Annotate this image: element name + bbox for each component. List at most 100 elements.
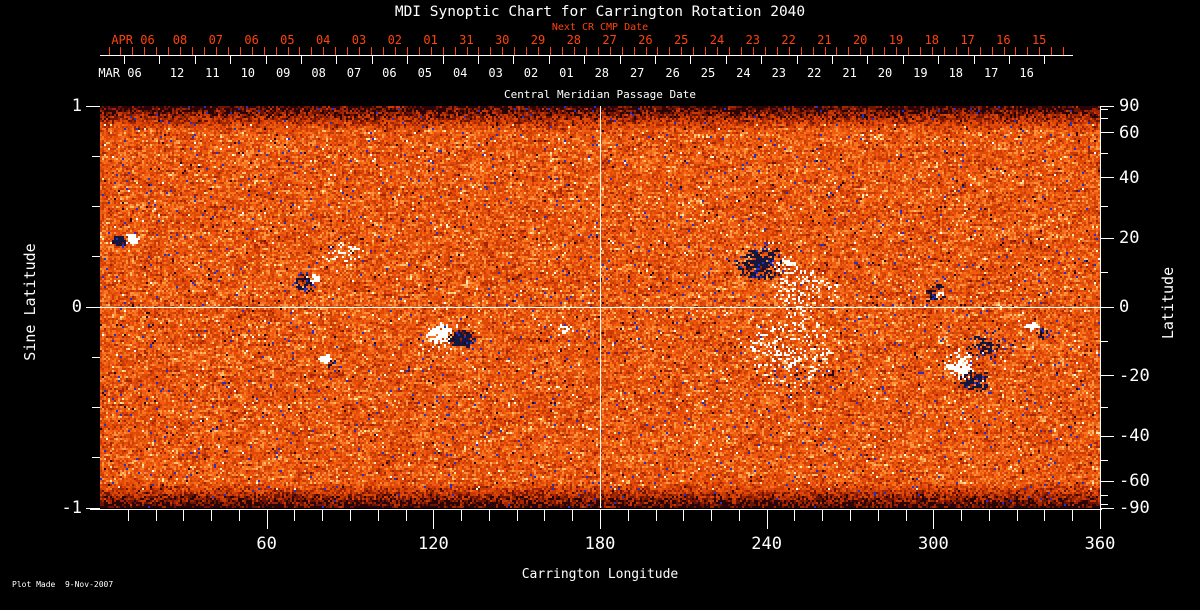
y-right-major-tick [1100,177,1114,179]
cmp-tick [584,56,586,64]
y-right-tick-label: -60 [1119,471,1150,492]
next-cr-tick [920,47,921,55]
y-left-tick-label: -1 [61,498,82,518]
next-cr-day-label: 04 [315,33,331,47]
x-minor-tick [544,510,546,521]
y-right-tick-label: 0 [1119,297,1130,317]
y-right-minor-tick [1100,117,1108,119]
cmp-day-label: 03 [488,66,503,80]
cmp-day-label: 07 [346,66,362,80]
x-minor-tick [322,510,324,521]
cmp-day-label: 26 [665,66,680,80]
next-cr-tick [359,47,361,55]
cmp-tick [477,56,479,64]
cmp-tick [194,56,196,64]
x-minor-tick [794,510,796,521]
next-cr-tick [204,47,205,55]
x-minor-tick [877,510,879,521]
cmp-tick [407,56,409,64]
y-right-minor-tick [1100,495,1108,497]
x-tick-label: 240 [751,534,783,554]
cmp-day-label: 25 [700,66,716,80]
equator-line [100,306,1100,308]
next-cr-tick [466,47,468,55]
x-minor-tick [905,510,907,521]
x-tick-label: 180 [584,534,616,554]
next-cr-tick [908,47,909,55]
y-right-tick-label: 20 [1119,228,1140,249]
x-major-tick [266,510,268,529]
x-major-tick [933,510,935,529]
y-left-minor-tick [92,206,100,207]
next-cr-month-label: APR 06 [111,33,155,47]
next-cr-tick [717,47,719,55]
next-cr-day-label: 17 [960,33,975,47]
next-cr-tick [1003,47,1005,55]
next-cr-tick [633,47,635,55]
next-cr-tick [1027,47,1029,55]
next-cr-tick [371,47,372,55]
next-cr-tick [812,47,814,55]
cmp-axis-title: Central Meridian Passage Date [503,88,697,101]
y-right-major-tick [1100,435,1114,437]
cmp-tick [973,56,975,64]
next-cr-tick [860,47,862,55]
next-cr-tick [383,47,384,55]
x-tick-label: 60 [256,534,277,554]
cmp-tick [513,56,515,64]
cmp-day-label: 09 [275,66,291,80]
next-cr-tick [824,47,826,55]
next-cr-tick [168,47,170,55]
next-cr-tick [573,47,575,55]
y-left-major-tick [86,105,100,107]
next-cr-tick [502,47,504,55]
next-cr-tick [896,47,898,55]
next-cr-day-label: 31 [459,33,474,47]
next-cr-tick [931,47,933,55]
y-left-minor-tick [92,457,100,459]
cmp-tick [902,56,904,64]
y-left-major-tick [86,507,100,509]
cmp-tick [336,56,338,64]
next-cr-day-label: 06 [244,33,259,47]
cmp-day-label: 08 [311,66,326,80]
x-minor-tick [516,510,518,521]
cmp-tick [1044,56,1046,64]
next-cr-tick [979,47,981,55]
x-minor-tick [350,510,351,521]
x-tick-label: 120 [417,534,449,554]
next-cr-day-label: 26 [638,33,653,47]
next-cr-tick [967,47,969,55]
cmp-tick [796,56,798,64]
x-minor-tick [655,510,657,521]
y-right-major-tick [1100,507,1114,509]
next-cr-tick [669,47,671,55]
cmp-tick [1008,56,1010,64]
x-minor-tick [822,510,824,521]
next-cr-day-label: 08 [172,33,188,47]
next-cr-day-label: 02 [387,33,403,47]
y-right-major-tick [1100,375,1114,377]
chart-title: MDI Synoptic Chart for Carrington Rotati… [394,4,806,20]
y-right-major-tick [1100,105,1114,107]
y-left-minor-tick [92,256,100,258]
next-cr-tick [955,47,957,55]
next-cr-day-label: 28 [566,33,582,47]
next-cr-tick [394,47,396,55]
x-major-tick [433,510,435,529]
next-cr-tick [538,47,540,55]
cmp-tick [867,56,869,64]
next-cr-tick [227,47,229,55]
next-cr-tick [1051,47,1053,55]
cmp-day-label: 23 [771,66,787,80]
next-cr-tick [251,47,253,55]
next-cr-tick [430,47,432,55]
y-right-minor-tick [1100,341,1108,343]
cmp-tick [761,56,763,64]
next-cr-tick [621,47,623,55]
y-right-minor-tick [1100,108,1108,110]
next-cr-tick [299,47,301,55]
next-cr-tick [287,47,289,55]
cmp-day-label: 22 [806,66,822,80]
x-minor-tick [627,510,629,521]
